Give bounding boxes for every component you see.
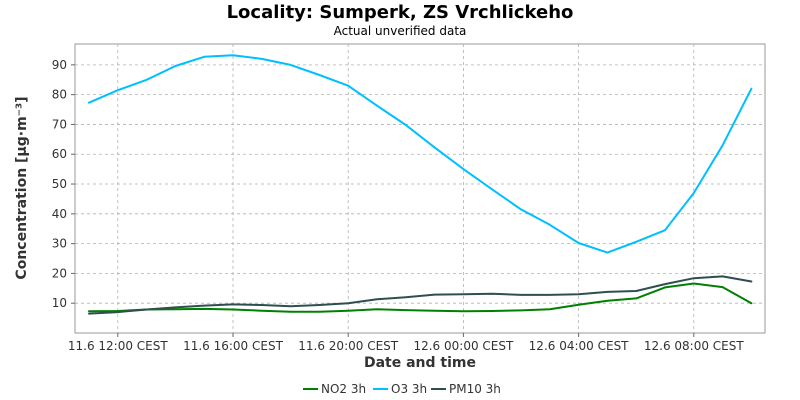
x-tick-label: 11.6 12:00 CEST — [68, 339, 169, 353]
series-line-pm10 — [88, 275, 753, 315]
y-axis-ticks: 10 20 30 40 50 60 70 80 90 — [52, 58, 75, 310]
x-axis-ticks: 11.6 12:00 CEST 11.6 16:00 CEST 11.6 20:00… — [68, 333, 745, 353]
plot-area — [74, 43, 766, 334]
x-axis-label: Date and time — [364, 355, 476, 371]
x-tick-label: 11.6 20:00 CEST — [298, 339, 399, 353]
chart-subtitle: Actual unverified data — [334, 24, 467, 38]
y-tick-label: 70 — [52, 117, 67, 131]
y-tick-label: 10 — [52, 296, 67, 310]
y-tick-label: 50 — [52, 177, 67, 191]
y-tick-label: 80 — [52, 88, 67, 102]
y-tick-label: 30 — [52, 237, 67, 251]
legend-label-pm10: PM10 3h — [449, 382, 501, 396]
y-tick-label: 60 — [52, 147, 67, 161]
chart-title: Locality: Sumperk, ZS Vrchlickeho — [227, 2, 574, 23]
x-tick-label: 12.6 00:00 CEST — [413, 339, 514, 353]
y-tick-label: 40 — [52, 207, 67, 221]
legend: NO2 3h O3 3h PM10 3h — [303, 382, 501, 396]
y-tick-label: 20 — [52, 266, 67, 280]
series-lines — [88, 54, 753, 315]
series-line-o3 — [88, 54, 753, 254]
x-tick-label: 12.6 04:00 CEST — [529, 339, 630, 353]
series-line-no2 — [88, 282, 753, 313]
y-axis-label: Concentration [µg·m⁻³] — [14, 96, 30, 279]
x-tick-label: 12.6 08:00 CEST — [644, 339, 745, 353]
y-tick-label: 90 — [52, 58, 67, 72]
grid-lines — [75, 44, 765, 333]
legend-label-no2: NO2 3h — [321, 382, 366, 396]
legend-label-o3: O3 3h — [391, 382, 427, 396]
x-tick-label: 11.6 16:00 CEST — [183, 339, 284, 353]
